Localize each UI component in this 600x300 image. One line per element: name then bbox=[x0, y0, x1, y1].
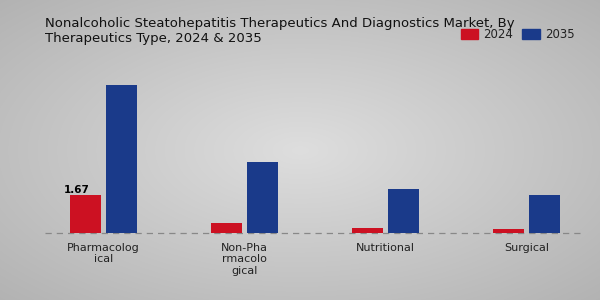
Bar bbox=[247, 162, 278, 233]
Text: Nonalcoholic Steatohepatitis Therapeutics And Diagnostics Market, By
Therapeutic: Nonalcoholic Steatohepatitis Therapeutic… bbox=[45, 17, 515, 45]
Legend: 2024, 2035: 2024, 2035 bbox=[456, 23, 579, 45]
Bar bbox=[493, 229, 524, 233]
Text: 1.67: 1.67 bbox=[64, 185, 90, 195]
Bar bbox=[388, 190, 419, 233]
Bar bbox=[106, 85, 137, 233]
Bar bbox=[352, 228, 383, 233]
Bar bbox=[211, 223, 242, 233]
Bar bbox=[70, 195, 101, 233]
Bar bbox=[529, 195, 560, 233]
